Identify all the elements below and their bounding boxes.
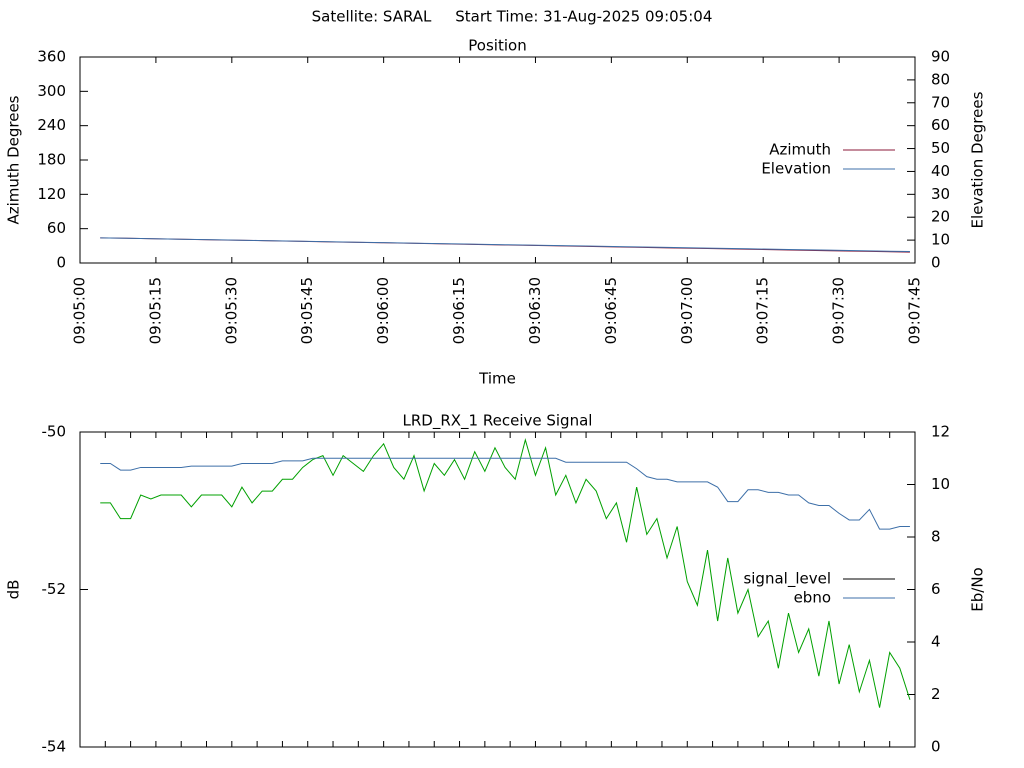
y2-tick-label: 50: [931, 139, 950, 157]
x-tick-label: 09:05:45: [298, 277, 316, 344]
data-line: [100, 457, 910, 530]
figure-title: Satellite: SARAL Start Time: 31-Aug-2025…: [312, 8, 713, 26]
data-line: [100, 437, 911, 708]
y2-tick-label: 0: [931, 254, 941, 272]
y2-tick-label: 6: [931, 580, 941, 598]
y2-tick-label: 70: [931, 93, 950, 111]
x-tick-label: 09:07:15: [754, 277, 772, 344]
y2-tick-label: 10: [931, 475, 950, 493]
y-tick-label: 60: [47, 219, 66, 237]
y2-tick-label: 30: [931, 185, 950, 203]
data-line: [100, 237, 910, 253]
y-tick-label: 0: [56, 254, 66, 272]
y-tick-label: 180: [37, 151, 66, 169]
y2-tick-label: 0: [931, 738, 941, 756]
x-tick-label: 09:05:30: [222, 277, 240, 344]
y2-axis-label: Elevation Degrees: [969, 91, 987, 228]
x-tick-label: 09:05:15: [146, 277, 164, 344]
chart-title: LRD_RX_1 Receive Signal: [403, 412, 593, 431]
legend-label: Elevation: [761, 160, 831, 178]
y2-tick-label: 90: [931, 48, 950, 66]
y-tick-label: 240: [37, 116, 66, 134]
y-axis-label: Azimuth Degrees: [5, 95, 23, 224]
y2-tick-label: 80: [931, 70, 950, 88]
x-tick-label: 09:05:00: [71, 277, 89, 344]
y2-tick-label: 4: [931, 633, 941, 651]
y-tick-label: -50: [42, 423, 67, 441]
y2-axis-label: Eb/No: [969, 567, 987, 611]
legend-label: ebno: [794, 589, 831, 607]
plot-frame: [79, 431, 916, 748]
x-tick-label: 09:06:45: [602, 277, 620, 344]
y2-tick-label: 10: [931, 231, 950, 249]
y2-tick-label: 60: [931, 116, 950, 134]
x-axis-label: Time: [478, 370, 516, 388]
chart-title: Position: [468, 37, 526, 55]
y-tick-label: 300: [37, 82, 66, 100]
x-tick-label: 09:07:45: [906, 277, 924, 344]
y-tick-label: -54: [42, 738, 67, 756]
x-tick-label: 09:07:00: [678, 277, 696, 344]
y2-tick-label: 8: [931, 528, 941, 546]
x-tick-label: 09:06:15: [450, 277, 468, 344]
legend-label: signal_level: [743, 570, 831, 589]
x-tick-label: 09:07:30: [830, 277, 848, 344]
y-tick-label: 120: [37, 185, 66, 203]
y2-tick-label: 40: [931, 162, 950, 180]
y2-tick-label: 20: [931, 208, 950, 226]
y-tick-label: -52: [42, 580, 67, 598]
x-tick-label: 09:06:00: [374, 277, 392, 344]
y2-tick-label: 2: [931, 685, 941, 703]
y2-tick-label: 12: [931, 423, 950, 441]
legend-label: Azimuth: [769, 141, 831, 159]
y-axis-label: dB: [5, 580, 23, 600]
x-tick-label: 09:06:30: [526, 277, 544, 344]
y-tick-label: 360: [37, 48, 66, 66]
